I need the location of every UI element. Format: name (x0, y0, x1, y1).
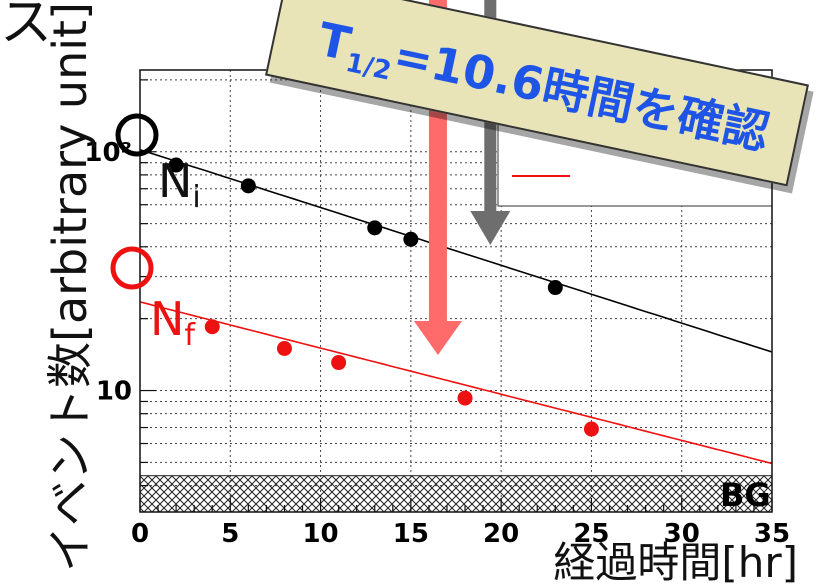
data-point-1 (583, 421, 599, 437)
y-tick-label: 10 (96, 377, 132, 407)
top-partial-char: ス (0, 0, 53, 53)
data-point-1 (331, 355, 347, 371)
data-point-0 (547, 280, 563, 296)
x-tick-label: 25 (573, 519, 609, 549)
data-point-0 (403, 231, 419, 247)
x-tick-label: 20 (483, 519, 519, 549)
nf-base: N (150, 292, 185, 346)
half-life-banner: T1/2=10.6時間を確認 (265, 0, 810, 187)
ni-sub: i (192, 180, 201, 216)
y-axis-label: イベント数[arbitrary unit] (43, 2, 97, 572)
data-point-0 (367, 220, 383, 236)
x-tick-label: 0 (131, 519, 149, 549)
data-point-1 (457, 390, 473, 406)
nf-circle-marker (110, 246, 154, 290)
ni-base: N (158, 154, 193, 208)
x-tick-label: 15 (393, 519, 429, 549)
nf-sub: f (184, 318, 195, 354)
y-tick-label: 10² (84, 138, 132, 168)
x-tick-label: 35 (754, 519, 790, 549)
x-tick-label: 30 (664, 519, 700, 549)
ni-circle-marker (115, 113, 159, 157)
x-tick-label: 5 (221, 519, 239, 549)
data-point-0 (240, 178, 256, 194)
arrow-0 (413, 0, 462, 355)
background-label: BG (720, 476, 771, 514)
nf-label: Nf (150, 296, 195, 359)
x-tick-label: 10 (302, 519, 338, 549)
background-band (139, 475, 773, 513)
ni-label: Ni (158, 158, 201, 221)
x-axis-label: 経過時間[hr] (553, 538, 798, 587)
data-point-0 (168, 157, 184, 173)
fit-line-1 (139, 301, 773, 465)
data-point-1 (276, 340, 292, 356)
data-point-1 (204, 319, 220, 335)
